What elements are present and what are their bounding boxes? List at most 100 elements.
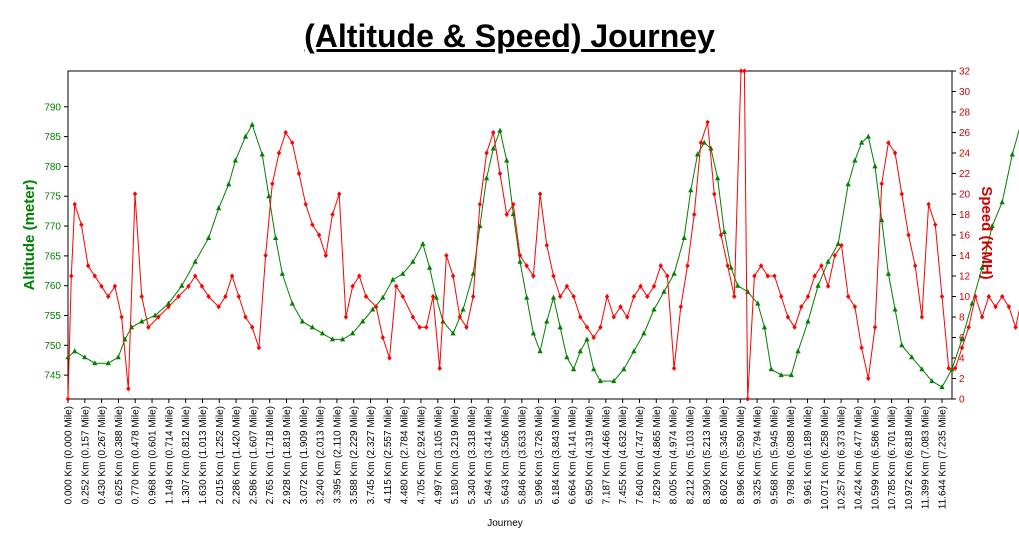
right-tick-label: 10 — [959, 292, 971, 303]
x-tick-label: 3.588 Km (2.229 Mile) — [349, 406, 360, 504]
altitude-point — [350, 330, 356, 336]
speed-point — [959, 345, 965, 351]
altitude-point — [266, 193, 272, 199]
altitude-point — [504, 157, 510, 163]
altitude-point — [872, 163, 878, 169]
altitude-point — [92, 360, 98, 366]
x-tick-label: 11.644 Km (7.235 Mile) — [938, 406, 949, 509]
altitude-point — [721, 229, 727, 234]
speed-point — [132, 191, 138, 197]
altitude-point — [309, 324, 315, 330]
speed-point — [484, 150, 489, 156]
speed-point — [919, 314, 925, 320]
speed-point — [698, 140, 704, 146]
speed-point — [718, 232, 724, 238]
x-tick-label: 7.640 Km (4.747 Mile) — [635, 406, 646, 504]
x-tick-label: 8.005 Km (4.974 Mile) — [669, 406, 680, 504]
speed-point — [72, 201, 77, 207]
speed-point — [979, 314, 985, 320]
altitude-point — [484, 175, 490, 181]
speed-point — [779, 293, 784, 300]
altitude-point — [778, 372, 784, 378]
speed-point — [350, 283, 355, 289]
altitude-point — [999, 199, 1005, 205]
altitude-point — [929, 378, 935, 384]
plot-area — [67, 70, 953, 400]
altitude-point — [688, 187, 694, 193]
speed-point — [926, 201, 931, 207]
altitude-point — [715, 175, 721, 181]
speed-point — [316, 232, 322, 238]
speed-point — [886, 140, 891, 146]
x-tick-label: 10.257 Km (6.373 Mile) — [837, 406, 848, 510]
right-tick-label: 8 — [959, 313, 965, 324]
right-tick-label: 24 — [959, 149, 971, 160]
speed-point — [892, 150, 898, 156]
x-tick-label: 10.785 Km (6.701 Mile) — [887, 406, 898, 510]
speed-point — [176, 293, 181, 300]
speed-point — [625, 314, 630, 320]
altitude-point — [165, 300, 172, 306]
right-tick-label: 26 — [959, 128, 971, 139]
speed-point — [206, 293, 211, 300]
x-tick-label: 0.430 Km (0.267 Mile) — [97, 406, 108, 504]
speed-point — [946, 365, 951, 371]
altitude-point — [497, 127, 503, 133]
speed-point — [604, 293, 610, 300]
speed-point — [310, 222, 315, 228]
series-layer — [65, 68, 1019, 402]
speed-point — [645, 293, 650, 300]
altitude-point — [865, 133, 871, 139]
altitude-point — [530, 330, 536, 336]
speed-point — [866, 375, 871, 382]
speed-point — [250, 324, 255, 330]
speed-point — [199, 283, 205, 289]
altitude-point — [597, 378, 603, 384]
x-tick-label: 0.252 Km (0.157 Mile) — [80, 406, 91, 504]
speed-point — [437, 365, 442, 371]
altitude-point — [564, 354, 570, 360]
speed-point — [517, 252, 523, 259]
altitude-point — [216, 205, 222, 211]
speed-point — [450, 273, 456, 279]
altitude-point — [979, 264, 985, 270]
x-tick-label: 5.340 Km (3.318 Mile) — [467, 406, 478, 504]
altitude-point — [82, 354, 88, 360]
speed-point — [106, 293, 111, 300]
altitude-point — [490, 145, 496, 151]
altitude-point — [681, 235, 687, 240]
speed-point — [193, 273, 198, 279]
speed-point — [611, 314, 616, 320]
x-tick-label: 5.996 Km (3.726 Mile) — [534, 406, 545, 504]
altitude-point — [825, 258, 831, 264]
speed-point — [665, 273, 670, 279]
altitude-point — [909, 354, 915, 360]
speed-point — [343, 314, 349, 320]
x-tick-label: 3.072 Km (1.909 Mile) — [299, 406, 310, 504]
x-axis-title: Journey — [487, 518, 523, 529]
speed-point — [537, 191, 543, 197]
chart-title: (Altitude & Speed) Journey — [304, 18, 715, 54]
speed-point — [571, 293, 576, 300]
x-tick-label: 0.625 Km (0.388 Mile) — [114, 406, 125, 504]
altitude-point — [232, 157, 238, 163]
speed-point — [156, 314, 161, 320]
altitude-point — [517, 258, 523, 264]
speed-point — [296, 170, 302, 177]
altitude-point — [370, 306, 376, 312]
speed-point — [126, 386, 131, 392]
speed-point — [511, 201, 516, 207]
right-axis-title: Speed (KMH) — [978, 186, 995, 279]
altitude-point — [768, 366, 774, 372]
altitude-point — [577, 348, 583, 354]
speed-point — [303, 201, 308, 207]
speed-point — [471, 293, 476, 300]
speed-point — [65, 396, 71, 402]
speed-point — [477, 201, 483, 207]
x-tick-label: 9.325 Km (5.794 Mile) — [753, 406, 764, 504]
altitude-point — [805, 318, 811, 324]
speed-point — [229, 273, 235, 279]
altitude-point — [859, 139, 865, 145]
right-tick-label: 28 — [959, 108, 971, 119]
